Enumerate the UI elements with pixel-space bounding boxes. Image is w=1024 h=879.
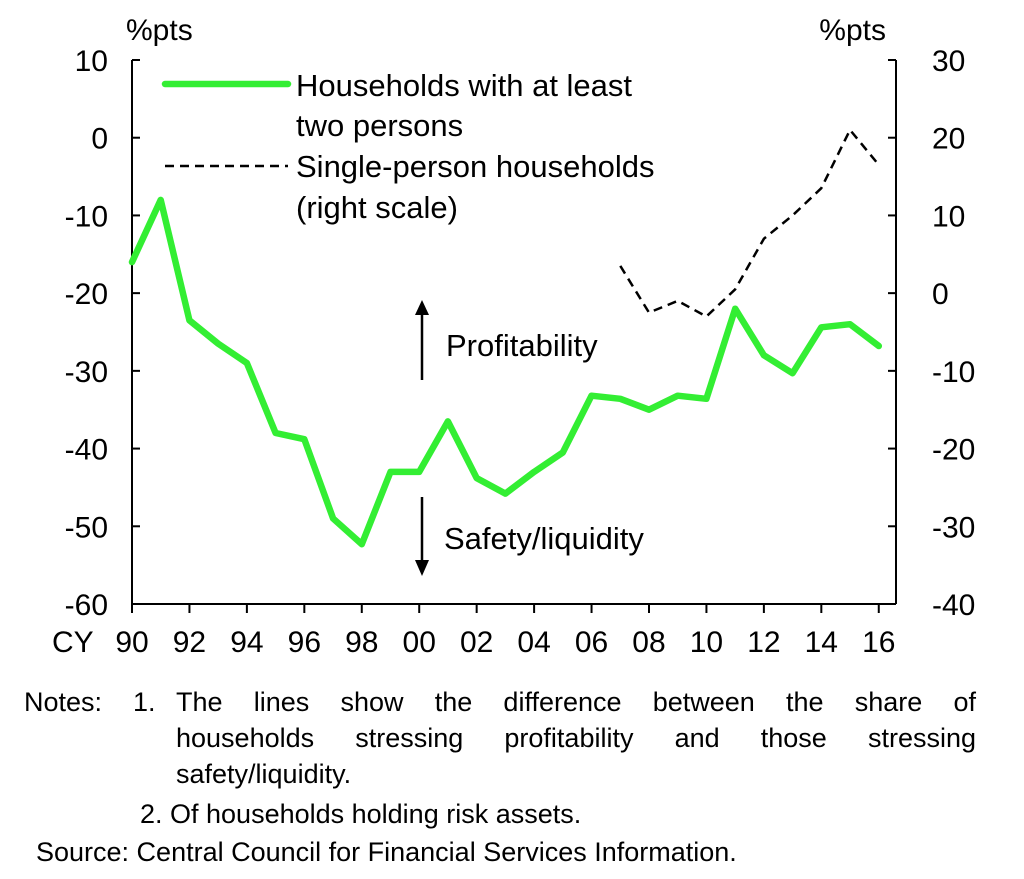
annotation-safety-liquidity: Safety/liquidity: [444, 521, 644, 556]
right-tick-label: -40: [932, 589, 975, 622]
chart-annotations: Profitability Safety/liquidity: [415, 300, 644, 576]
chart-axes: [131, 59, 897, 613]
right-tick-label: 30: [932, 45, 965, 78]
x-tick-label: 04: [517, 626, 550, 659]
note-1-line-2: households stressing profitability and t…: [176, 723, 976, 753]
x-tick-label: 14: [805, 626, 838, 659]
x-tick-label: 12: [747, 626, 780, 659]
left-tick-label: 10: [75, 45, 108, 78]
x-tick-label: 16: [862, 626, 895, 659]
left-tick-label: -40: [65, 434, 108, 467]
note-1-number: 1.: [133, 687, 156, 717]
x-axis-prefix: CY: [52, 626, 94, 659]
note-2: 2. Of households holding risk assets.: [140, 799, 582, 829]
notes-label: Notes:: [24, 687, 103, 717]
annotation-profitability: Profitability: [446, 328, 598, 363]
left-tick-label: 0: [91, 123, 108, 156]
right-tick-label: 10: [932, 200, 965, 233]
x-tick-label: 06: [575, 626, 608, 659]
right-tick-label: 20: [932, 123, 965, 156]
right-tick-label: -20: [932, 434, 975, 467]
up-arrow-head: [415, 300, 429, 315]
note-1-line-1: The lines show the difference between th…: [176, 687, 976, 717]
series-single-person-line: [619, 128, 880, 318]
down-arrow-head: [415, 560, 429, 576]
left-tick-label: -30: [65, 356, 108, 389]
x-tick-label: 00: [403, 626, 436, 659]
x-tick-label: 02: [460, 626, 493, 659]
legend-text-single-person-1: Single-person households: [296, 149, 654, 184]
source-line: Source: Central Council for Financial Se…: [36, 837, 737, 867]
x-tick-label: 08: [632, 626, 665, 659]
x-tick-label: 96: [288, 626, 321, 659]
legend-text-two-person-1: Households with at least: [296, 68, 632, 103]
x-tick-label: 94: [230, 626, 263, 659]
x-tick-label: 90: [115, 626, 148, 659]
series-two-person-line: [128, 196, 883, 548]
right-unit-label: %pts: [819, 14, 886, 47]
legend-text-single-person-2: (right scale): [296, 190, 458, 225]
left-unit-label: %pts: [126, 14, 193, 47]
left-tick-label: -50: [65, 511, 108, 544]
chart-series: [128, 128, 883, 548]
left-tick-label: -20: [65, 278, 108, 311]
x-tick-label: 98: [345, 626, 378, 659]
left-tick-label: -10: [65, 200, 108, 233]
right-tick-label: -10: [932, 356, 975, 389]
right-tick-label: -30: [932, 511, 975, 544]
x-tick-label: 92: [173, 626, 206, 659]
line-chart: 10 0 -10 -20 -30 -40 -50 -60 30 20 10 0 -10 -20 -30 -40…: [52, 14, 975, 659]
right-tick-label: 0: [932, 278, 949, 311]
note-1-line-3: safety/liquidity.: [176, 759, 352, 789]
chart-legend: Households with at least two persons Singl…: [161, 68, 654, 225]
left-tick-label: -60: [65, 589, 108, 622]
legend-text-two-person-2: two persons: [296, 108, 463, 143]
x-tick-label: 10: [690, 626, 723, 659]
chart-tick-labels: 10 0 -10 -20 -30 -40 -50 -60 30 20 10 0 -10 -20 -30 -40…: [52, 14, 975, 659]
